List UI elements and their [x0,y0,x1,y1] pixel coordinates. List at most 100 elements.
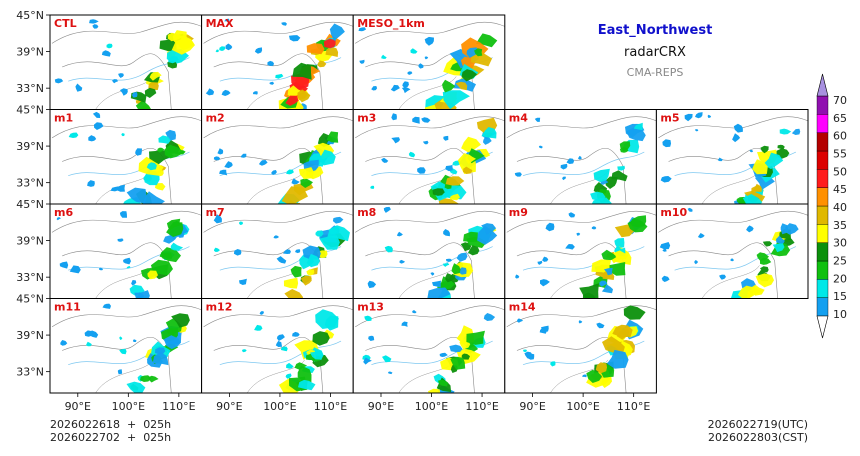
map-panel-m4: m4 [504,109,657,205]
panel-label: m14 [509,301,536,314]
echo-cell [540,279,550,287]
echo-cell [158,135,171,144]
panel-label: MAX [206,17,234,30]
echo-cell [284,289,304,299]
echo-cell [319,235,340,250]
echo-cell [89,330,99,338]
border-line [203,305,354,328]
echo-cell [60,340,68,346]
echo-cell [719,274,726,280]
echo-cell [123,257,131,265]
lon-tick-label: 90°E [519,400,545,413]
colorbar-segment [816,150,829,170]
echo-cell [163,335,181,350]
lon-tick-label: 100°E [112,400,145,413]
echo-cell [483,136,492,145]
echo-cell [269,81,275,85]
echo-cell [68,132,79,138]
echo-cell [582,374,587,378]
echo-cell [281,186,308,204]
echo-cell [315,230,324,237]
echo-cell [382,355,392,363]
echo-cell [446,258,453,262]
echo-cell [285,373,292,379]
panel-label: m6 [54,206,73,219]
echo-cell [661,275,670,282]
lat-tick-label: 45°N [16,104,44,117]
border-line [355,116,505,139]
province-line [516,148,627,204]
border-line [51,21,202,44]
province-line [246,265,305,299]
echo-cell [755,273,774,288]
panel-label: m13 [357,301,384,314]
echo-cell [306,253,320,268]
panel-label: CTL [54,17,77,30]
echo-cell [291,73,310,90]
echo-cell [417,167,426,174]
echo-cell [424,56,429,60]
lon-tick-label: 90°E [368,400,394,413]
echo-cell [534,117,541,122]
title-region: East_Northwest [597,23,713,38]
echo-cell [294,340,319,360]
echo-cell [427,388,441,393]
echo-cell [442,79,456,93]
echo-cell [119,211,127,218]
map-panel-m11: m11 [49,298,203,394]
footer-init-cst: 2026022702 + 025h [50,431,172,444]
echo-cell [402,81,409,89]
echo-cell [760,257,772,265]
echo-cell [614,238,625,249]
colorbar-segment [816,169,829,188]
echo-cell [324,315,339,331]
echo-cell [167,32,184,42]
echo-cell [167,60,178,69]
echo-cell [273,235,280,239]
echo-cell [148,81,159,91]
echo-cell [148,375,159,383]
echo-cell [285,95,299,106]
echo-cell [384,245,393,253]
colorbar-extend-bottom [816,315,829,339]
echo-cell [294,362,308,370]
panel-label: m1 [54,112,73,125]
colorbar-segment [816,242,829,262]
echo-cell [430,272,435,276]
echo-cell [329,23,345,41]
echo-cell [421,117,431,123]
colorbar-level-label: 35 [833,219,847,232]
panel-label: m9 [509,206,528,219]
echo-cell [545,222,555,232]
colorbar-segment [816,279,829,298]
panel-label: m4 [509,112,528,125]
echo-cell [281,22,287,26]
echo-cell [217,148,224,155]
echo-cell [410,48,418,54]
border-line [506,116,657,139]
colorbar-level-label: 65 [833,112,847,125]
echo-cell [86,341,92,347]
map-panel-m13: m13 [352,298,506,394]
echo-cell [733,123,743,133]
echo-cell [443,262,450,267]
map-panel-m12: m12 [201,298,354,394]
echo-cell [465,154,476,164]
lon-tick-label: 110°E [617,400,650,413]
panel-label: m8 [357,206,376,219]
footer-valid-cst: 2026022803(CST) [708,431,808,444]
echo-cell [381,54,387,59]
echo-cell [550,361,556,367]
echo-cell [126,381,146,393]
echo-cell [99,267,104,271]
echo-cell [147,270,158,280]
echo-cell [135,100,151,110]
echo-cell [117,369,123,375]
echo-cell [224,161,233,169]
echo-cell [732,133,741,143]
echo-cell [449,193,460,201]
lat-tick-label: 39°N [16,46,44,59]
echo-cell [171,313,190,328]
echo-cell [325,46,339,57]
echo-cell [432,280,441,288]
